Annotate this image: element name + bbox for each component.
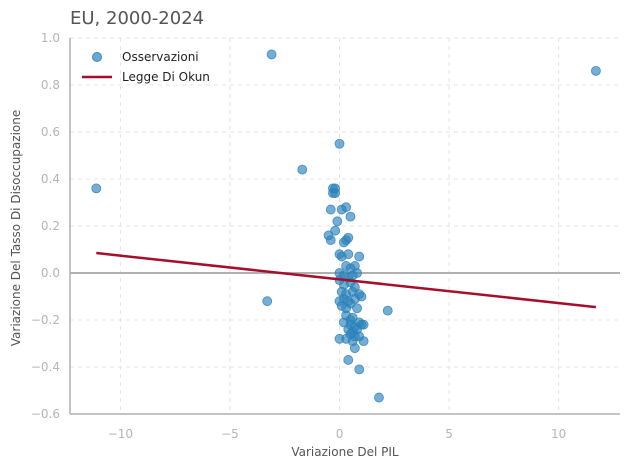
scatter-point xyxy=(382,305,393,316)
scatter-point xyxy=(334,333,345,344)
scatter-point xyxy=(266,49,277,60)
scatter-points xyxy=(91,49,601,403)
scatter-point xyxy=(358,336,369,347)
scatter-point xyxy=(356,319,367,330)
okun-line-group xyxy=(96,251,597,309)
scatter-point xyxy=(332,216,343,227)
y-tick-label: 1.0 xyxy=(41,31,60,45)
axes xyxy=(69,38,620,415)
y-tick-label: 0.0 xyxy=(41,266,60,280)
y-tick-label: −0.4 xyxy=(31,360,60,374)
scatter-point xyxy=(374,392,384,403)
x-tick-label: 10 xyxy=(551,427,566,441)
scatter-point xyxy=(339,317,349,328)
y-axis-label: Variazione Del Tasso Di Disoccupazione xyxy=(9,110,23,346)
scatter-point xyxy=(349,343,360,354)
legend: Osservazioni Legge Di Okun xyxy=(82,50,210,84)
y-tick-label: 0.4 xyxy=(41,172,60,186)
scatter-point xyxy=(334,138,345,149)
scatter-point xyxy=(262,296,273,307)
x-tick-label: 5 xyxy=(445,427,453,441)
scatter-point xyxy=(343,355,354,365)
y-tick-labels: −0.6 −0.4 −0.2 0.0 0.2 0.4 0.6 0.8 1.0 xyxy=(31,31,60,421)
scatter-point xyxy=(352,268,362,278)
scatter-point xyxy=(347,312,358,323)
scatter-point xyxy=(343,249,354,260)
scatter-point xyxy=(345,298,356,309)
scatter-point xyxy=(354,251,365,262)
scatter-point xyxy=(339,237,349,248)
y-tick-label: −0.2 xyxy=(31,313,60,327)
x-tick-label: −5 xyxy=(221,427,239,441)
scatter-point xyxy=(354,364,365,375)
y-tick-label: 0.2 xyxy=(41,219,60,233)
y-tick-label: 0.6 xyxy=(41,125,60,139)
legend-label-okun: Legge Di Okun xyxy=(122,70,210,84)
legend-marker-observations xyxy=(92,52,102,62)
scatter-point xyxy=(325,235,336,246)
scatter-point xyxy=(590,66,601,76)
y-tick-label: 0.8 xyxy=(41,78,60,92)
scatter-point xyxy=(91,183,102,194)
scatter-point xyxy=(330,225,341,236)
x-tick-label: −10 xyxy=(108,427,133,441)
scatter-point xyxy=(345,211,356,222)
scatter-point xyxy=(352,303,362,314)
okun-line xyxy=(96,251,597,309)
scatter-point xyxy=(325,204,336,215)
x-tick-label: 0 xyxy=(336,427,344,441)
scatter-point xyxy=(330,188,341,199)
scatter-point xyxy=(356,291,367,302)
scatter-point xyxy=(336,204,347,215)
legend-label-observations: Osservazioni xyxy=(122,50,199,64)
x-tick-labels: −10 −5 0 5 10 xyxy=(108,427,567,441)
scatter-point xyxy=(297,164,308,175)
y-tick-label: −0.6 xyxy=(31,407,60,421)
chart-title: EU, 2000-2024 xyxy=(70,8,204,29)
x-axis-label: Variazione Del PIL xyxy=(291,445,399,459)
